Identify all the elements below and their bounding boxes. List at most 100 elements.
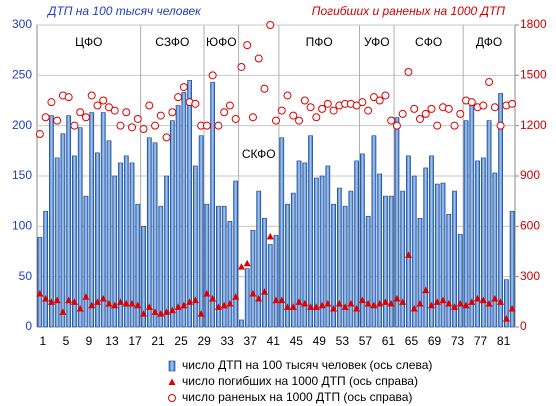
y2-tick-label: 1500 [520, 68, 547, 82]
bar [509, 210, 515, 328]
legend-swatch [168, 378, 176, 385]
triangle-marker [439, 296, 447, 304]
triangle-marker [197, 310, 205, 317]
bar [112, 175, 118, 328]
circle-marker [128, 123, 137, 132]
circle-marker [53, 116, 62, 125]
circle-marker [352, 101, 361, 110]
x-tick-label: 13 [105, 334, 119, 348]
circle-marker [323, 99, 332, 108]
triangle-marker [410, 305, 418, 312]
circle-marker [260, 84, 269, 93]
bar [118, 162, 123, 328]
legend-label: число раненых на 1000 ДТП (ось справа) [182, 390, 412, 404]
circle-marker [139, 125, 148, 134]
triangle-marker [249, 289, 257, 297]
district-label: ЦФО [75, 35, 102, 49]
bar [129, 162, 135, 328]
triangle-marker [393, 294, 401, 302]
circle-marker [179, 83, 188, 92]
bar [193, 165, 198, 328]
circle-marker [87, 91, 96, 100]
triangle-marker [272, 296, 280, 304]
bar [95, 152, 100, 328]
circle-marker [41, 113, 50, 122]
triangle-marker [88, 301, 96, 309]
triangle-marker [376, 300, 384, 307]
circle-marker [70, 121, 79, 130]
triangle-marker [111, 301, 119, 309]
triangle-marker [42, 294, 50, 302]
triangle-marker [301, 300, 309, 307]
bar [267, 244, 273, 328]
triangle-marker [105, 300, 113, 307]
bar [169, 120, 175, 328]
triangle-marker [358, 296, 366, 304]
circle-marker [116, 121, 125, 130]
triangle-marker [416, 300, 424, 307]
circle-marker [295, 116, 304, 125]
y2-tick-label: 1200 [520, 118, 547, 132]
bar [204, 203, 210, 328]
triangle-marker [76, 305, 84, 312]
triangle-marker [260, 288, 268, 295]
circle-marker [99, 96, 108, 105]
triangle-marker [284, 303, 292, 310]
triangle-marker [474, 294, 482, 302]
triangle-marker [47, 298, 55, 305]
x-tick-label: 69 [428, 334, 442, 348]
circle-marker [508, 99, 517, 108]
bar [475, 160, 480, 328]
x-tick-label: 37 [244, 334, 258, 348]
x-tick-label: 9 [86, 334, 93, 348]
legend-swatch [168, 394, 176, 402]
bar [417, 217, 423, 328]
bar [164, 175, 169, 328]
bar [285, 203, 290, 328]
circle-marker [404, 67, 413, 76]
circle-marker [168, 108, 177, 117]
triangle-marker [433, 298, 441, 305]
y2-tick-label: 1800 [520, 17, 547, 31]
x-tick-label: 57 [359, 334, 373, 348]
triangle-marker [140, 310, 148, 317]
triangle-marker [209, 294, 217, 302]
circle-marker [220, 108, 229, 117]
circle-marker [427, 104, 436, 113]
circle-marker [490, 103, 499, 112]
triangle-marker [128, 300, 136, 307]
x-tick-label: 21 [151, 334, 165, 348]
y2-tick-label: 0 [520, 319, 527, 333]
x-tick-label: 33 [220, 334, 234, 348]
triangle-marker [485, 300, 493, 307]
triangle-marker [255, 294, 263, 302]
bar [325, 165, 331, 328]
y2-tick-label: 300 [520, 269, 540, 283]
circle-marker [329, 106, 338, 115]
legend-label: число погибших на 1000 ДТП (ось справа) [182, 374, 418, 388]
bar [210, 82, 216, 328]
circle-marker [289, 111, 298, 120]
circle-marker [450, 121, 459, 130]
circle-marker [64, 93, 73, 102]
circle-marker [421, 109, 430, 118]
y-tick-label: 150 [12, 168, 32, 182]
bar [296, 160, 302, 328]
y2-tick-label: 900 [520, 168, 540, 182]
bar [383, 195, 388, 328]
x-tick-label: 41 [267, 334, 281, 348]
x-tick-label: 5 [63, 334, 70, 348]
circle-marker [433, 121, 442, 130]
circle-marker [151, 121, 160, 130]
triangle-marker [491, 294, 499, 302]
circle-marker [81, 113, 90, 122]
bar [250, 230, 256, 328]
triangle-marker [266, 232, 274, 240]
circle-marker [364, 106, 373, 115]
triangle-marker [220, 301, 228, 309]
triangle-marker [497, 298, 505, 305]
triangle-marker [151, 308, 159, 315]
district-label: СЗФО [155, 35, 189, 49]
circle-marker [444, 104, 453, 113]
circle-marker [243, 41, 252, 50]
